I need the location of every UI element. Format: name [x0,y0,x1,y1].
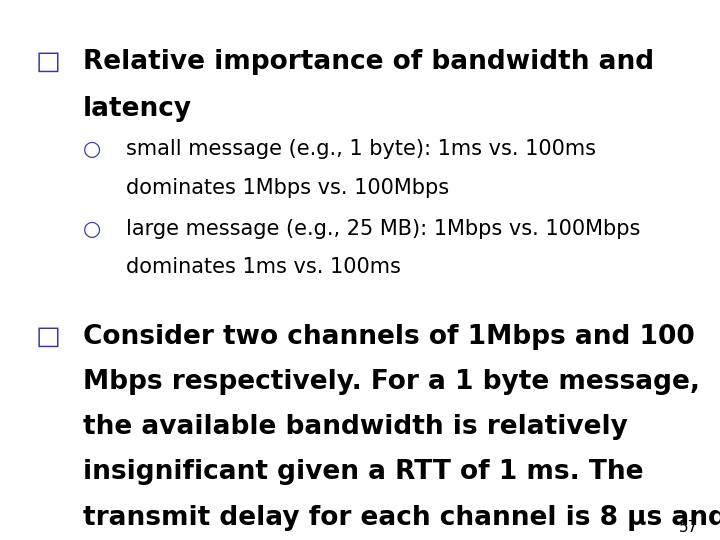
Text: Mbps respectively. For a 1 byte message,: Mbps respectively. For a 1 byte message, [83,369,700,395]
Text: ○: ○ [83,139,101,159]
Text: insignificant given a RTT of 1 ms. The: insignificant given a RTT of 1 ms. The [83,460,643,485]
Text: transmit delay for each channel is 8 μs and: transmit delay for each channel is 8 μs … [83,504,720,531]
Text: ○: ○ [83,219,101,239]
Text: □: □ [36,324,61,350]
Text: dominates 1ms vs. 100ms: dominates 1ms vs. 100ms [126,258,401,278]
Text: the available bandwidth is relatively: the available bandwidth is relatively [83,414,628,440]
Text: large message (e.g., 25 MB): 1Mbps vs. 100Mbps: large message (e.g., 25 MB): 1Mbps vs. 1… [126,219,640,239]
Text: 57: 57 [679,519,698,535]
Text: latency: latency [83,96,192,122]
Text: □: □ [36,49,61,75]
Text: Consider two channels of 1Mbps and 100: Consider two channels of 1Mbps and 100 [83,324,695,350]
Text: Relative importance of bandwidth and: Relative importance of bandwidth and [83,49,654,75]
Text: dominates 1Mbps vs. 100Mbps: dominates 1Mbps vs. 100Mbps [126,178,449,198]
Text: small message (e.g., 1 byte): 1ms vs. 100ms: small message (e.g., 1 byte): 1ms vs. 10… [126,139,596,159]
